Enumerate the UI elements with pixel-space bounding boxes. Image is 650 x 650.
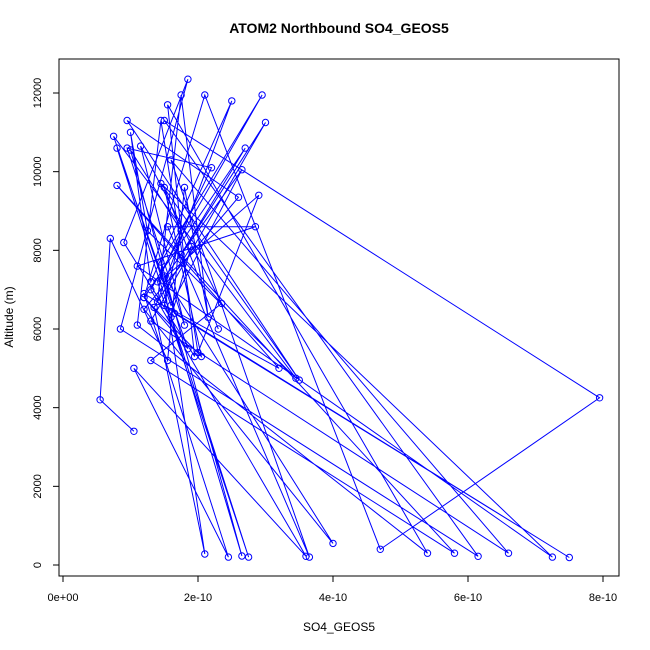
data-point xyxy=(217,299,226,308)
data-point xyxy=(160,183,169,192)
data-point xyxy=(305,553,314,561)
data-point xyxy=(201,550,209,558)
data-point xyxy=(140,289,148,298)
data-point xyxy=(147,317,155,325)
data-point xyxy=(184,345,192,353)
y-tick-label: 8000 xyxy=(32,238,44,262)
data-point xyxy=(474,552,482,560)
data-point xyxy=(140,305,148,313)
data-point xyxy=(163,101,172,109)
data-point xyxy=(261,118,270,127)
data-point xyxy=(163,223,172,231)
data-point xyxy=(147,286,155,294)
data-point xyxy=(153,297,162,306)
data-point xyxy=(120,238,128,247)
data-point xyxy=(133,262,142,270)
plot-area xyxy=(96,75,604,562)
data-point xyxy=(143,227,152,235)
y-axis: 0 2000 4000 6000 8000 10000 12000 xyxy=(32,78,60,568)
data-point xyxy=(565,553,573,562)
y-tick-label: 10000 xyxy=(32,156,44,187)
data-point xyxy=(224,553,233,561)
data-point xyxy=(113,144,121,152)
data-point xyxy=(548,553,557,561)
data-point xyxy=(167,313,175,321)
data-point xyxy=(130,364,138,372)
data-point xyxy=(133,321,142,329)
data-point xyxy=(113,181,121,190)
data-point xyxy=(258,91,266,99)
data-point xyxy=(157,258,165,266)
data-point xyxy=(234,193,243,201)
data-point xyxy=(238,166,246,174)
series-line xyxy=(99,79,601,558)
data-point xyxy=(160,116,169,125)
data-point xyxy=(504,549,513,557)
y-tick-label: 2000 xyxy=(32,474,44,498)
data-point xyxy=(251,223,260,231)
data-point xyxy=(595,394,604,402)
y-tick-label: 4000 xyxy=(32,395,44,419)
data-point xyxy=(126,128,135,137)
data-point xyxy=(177,227,185,235)
plot-frame xyxy=(58,58,620,577)
data-point xyxy=(184,75,192,83)
data-point xyxy=(187,242,196,251)
data-point xyxy=(150,303,158,312)
data-point xyxy=(180,321,189,329)
data-point xyxy=(241,144,249,152)
data-point xyxy=(214,325,223,333)
y-tick-label: 0 xyxy=(32,562,44,568)
x-tick-label: 2e-10 xyxy=(184,592,212,604)
chart-title: ATOM2 Northbound SO4_GEOS5 xyxy=(229,20,449,36)
data-point xyxy=(96,396,104,404)
data-point xyxy=(130,427,138,435)
data-point xyxy=(163,356,172,365)
data-point xyxy=(204,313,212,321)
y-tick-label: 6000 xyxy=(32,317,44,341)
x-tick-label: 4e-10 xyxy=(319,592,347,604)
y-tick-label: 12000 xyxy=(32,78,44,109)
data-point xyxy=(275,364,283,372)
data-point xyxy=(450,549,459,557)
data-point xyxy=(180,183,189,192)
data-point xyxy=(295,376,303,384)
data-point xyxy=(123,116,131,125)
data-point xyxy=(136,142,145,150)
data-point xyxy=(329,539,337,548)
data-point xyxy=(244,553,253,561)
data-point xyxy=(140,293,148,302)
x-tick-label: 0e+00 xyxy=(48,592,79,604)
data-point xyxy=(116,325,125,333)
x-tick-label: 6e-10 xyxy=(454,592,482,604)
data-point xyxy=(376,545,384,553)
data-point xyxy=(160,274,169,282)
data-point xyxy=(207,164,216,172)
x-axis-label: SO4_GEOS5 xyxy=(303,620,375,634)
y-axis-label: Altitude (m) xyxy=(2,286,16,347)
data-point xyxy=(302,552,310,560)
data-point xyxy=(153,278,162,286)
data-point xyxy=(157,116,165,125)
data-point xyxy=(201,91,209,99)
data-point xyxy=(106,234,115,243)
data-point xyxy=(177,250,185,259)
data-point xyxy=(123,144,131,152)
data-point xyxy=(423,549,432,557)
x-axis: 0e+00 2e-10 4e-10 6e-10 8e-10 xyxy=(48,575,617,604)
data-point xyxy=(197,352,206,361)
x-tick-label: 8e-10 xyxy=(589,592,617,604)
data-point xyxy=(160,272,169,280)
data-point xyxy=(177,91,185,99)
data-point xyxy=(160,301,169,310)
data-point xyxy=(109,132,118,141)
data-point xyxy=(167,156,175,164)
data-point xyxy=(228,97,236,105)
data-point xyxy=(255,191,263,200)
data-point xyxy=(147,356,155,365)
